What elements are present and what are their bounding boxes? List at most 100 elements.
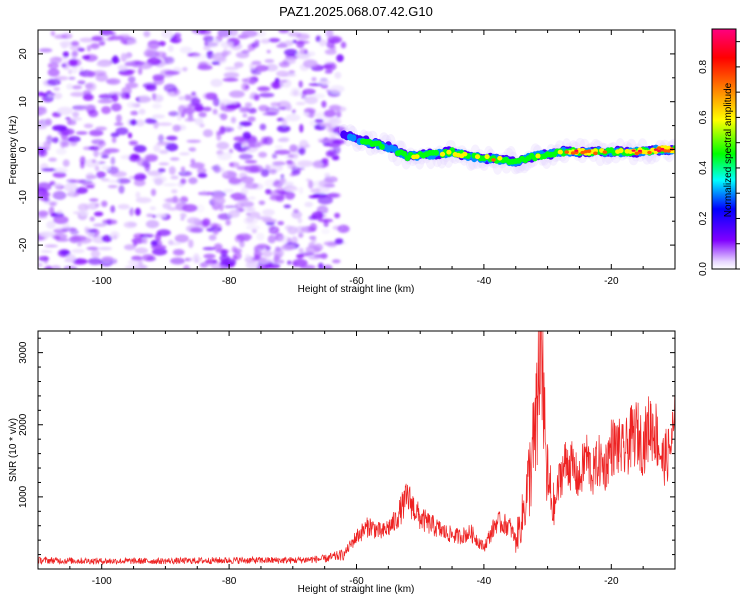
noise-blob	[123, 244, 136, 251]
y-tick-label: 3000	[18, 341, 29, 364]
noise-blob	[295, 101, 306, 106]
noise-blob	[245, 253, 250, 260]
noise-blob	[318, 39, 327, 47]
noise-blob	[52, 137, 59, 144]
noise-blob	[259, 257, 271, 264]
x-tick-label: -40	[477, 276, 492, 287]
noise-blob	[315, 35, 321, 43]
noise-blob	[151, 114, 166, 119]
noise-blob	[213, 228, 219, 235]
noise-blob	[101, 235, 113, 243]
noise-blob	[247, 116, 256, 122]
noise-blob	[69, 44, 82, 51]
noise-blob	[69, 187, 74, 197]
noise-blob	[156, 229, 171, 237]
colorbar-gradient	[712, 29, 736, 269]
noise-blob	[39, 231, 55, 238]
noise-blob	[149, 206, 156, 211]
noise-blob	[241, 82, 250, 92]
noise-blob	[205, 257, 214, 267]
noise-blob	[107, 179, 120, 184]
noise-blob	[152, 175, 167, 183]
noise-blob	[91, 159, 96, 164]
noise-blob	[146, 213, 154, 218]
noise-blob	[220, 41, 234, 48]
noise-blob	[311, 77, 317, 82]
noise-blob	[161, 30, 173, 39]
noise-blob	[101, 200, 108, 207]
noise-blob	[158, 40, 166, 47]
noise-blob	[210, 78, 223, 88]
noise-blob	[50, 265, 62, 269]
spectrogram-y-ticks: -20 -10 0 10 20	[18, 29, 675, 270]
noise-blob	[153, 144, 161, 153]
noise-blob	[260, 169, 269, 177]
noise-blob	[296, 33, 310, 40]
noise-blob	[99, 30, 113, 36]
noise-blob	[231, 246, 238, 253]
noise-blob	[292, 258, 308, 267]
noise-blob	[308, 242, 315, 249]
noise-blob	[314, 118, 324, 124]
noise-blob	[79, 156, 86, 165]
noise-blob	[120, 92, 131, 99]
noise-blob	[117, 204, 130, 210]
noise-blob	[224, 66, 239, 71]
noise-blob	[186, 139, 201, 143]
colorbar-tick-label: 0.4	[698, 161, 709, 175]
noise-blob	[302, 112, 310, 116]
noise-blob	[130, 110, 139, 116]
noise-blob	[86, 229, 98, 233]
noise-blob	[291, 210, 303, 219]
noise-blob	[229, 30, 238, 37]
noise-blob	[226, 128, 232, 132]
noise-blob	[284, 40, 294, 47]
noise-blob	[163, 83, 177, 93]
noise-blob	[180, 212, 187, 218]
noise-blob	[106, 219, 112, 225]
noise-blob	[265, 63, 279, 72]
noise-blob	[285, 191, 295, 200]
noise-blob	[110, 171, 127, 178]
noise-blob	[68, 69, 73, 75]
noise-blob	[133, 174, 139, 181]
noise-blob	[47, 94, 53, 98]
signal-core	[491, 158, 496, 162]
noise-blob	[70, 91, 86, 97]
noise-blob	[213, 243, 223, 251]
noise-blob	[178, 96, 186, 101]
noise-blob	[179, 196, 189, 204]
noise-blob	[84, 226, 89, 232]
noise-blob	[77, 242, 82, 247]
noise-blob	[173, 32, 182, 38]
noise-blob	[192, 53, 208, 60]
colorbar-tick-label: 0.2	[698, 211, 709, 225]
noise-blob	[71, 50, 79, 57]
noise-blob	[56, 209, 63, 215]
noise-blob	[242, 131, 251, 140]
noise-blob	[321, 100, 327, 108]
noise-blob	[123, 40, 128, 45]
noise-blob	[38, 106, 47, 115]
noise-blob	[59, 249, 70, 256]
noise-blob	[114, 122, 124, 126]
noise-blob	[281, 73, 297, 77]
noise-blob	[253, 250, 263, 258]
colorbar-tick-label: 0.8	[698, 60, 709, 74]
noise-blob	[249, 63, 255, 70]
noise-blob	[134, 247, 149, 254]
signal-core	[638, 149, 642, 153]
noise-blob	[327, 192, 341, 199]
noise-blob	[276, 259, 285, 264]
signal-core	[666, 149, 671, 153]
noise-blob	[324, 49, 337, 55]
noise-blob	[318, 139, 334, 143]
noise-blob	[52, 183, 63, 188]
snr-xlabel: Height of straight line (km)	[298, 584, 415, 595]
noise-blob	[110, 56, 120, 64]
noise-blob	[41, 168, 57, 172]
noise-blob	[287, 260, 292, 265]
noise-blob	[313, 243, 324, 252]
chart-title: PAZ1.2025.068.07.42.G10	[279, 4, 433, 19]
noise-blob	[334, 238, 344, 245]
